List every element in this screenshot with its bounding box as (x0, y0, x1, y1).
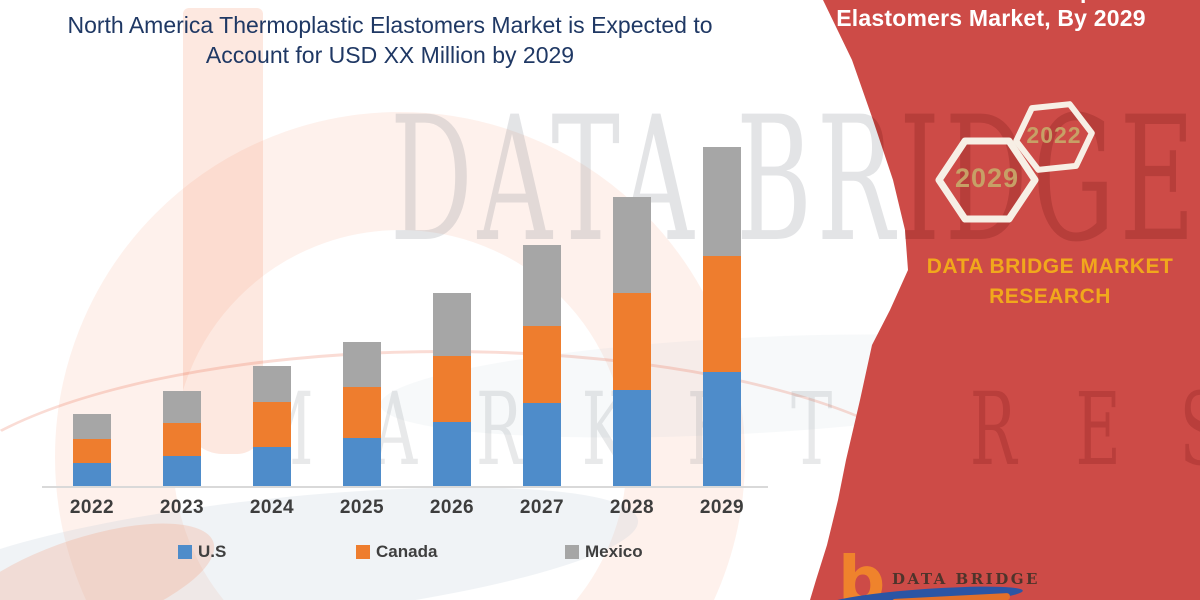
legend-swatch-U.S (178, 545, 192, 559)
dbmr-logo-wordmark: DATA BRIDGE (892, 570, 1040, 588)
brand-name-line2: RESEARCH (989, 285, 1111, 308)
bar-segment-2025-Canada (343, 387, 381, 438)
bar-segment-2029-Mexico (703, 147, 741, 256)
bar-segment-2022-U.S (73, 463, 111, 486)
x-axis-label-2023: 2023 (159, 497, 205, 518)
bar-segment-2022-Mexico (73, 414, 111, 439)
bar-segment-2025-U.S (343, 438, 381, 486)
legend-swatch-Canada (356, 545, 370, 559)
bar-segment-2028-Mexico (613, 197, 651, 293)
x-axis-label-2026: 2026 (429, 497, 475, 518)
x-axis-label-2022: 2022 (69, 497, 115, 518)
bar-segment-2023-Mexico (163, 391, 201, 423)
x-axis-line (42, 486, 768, 488)
legend-item-Canada: Canada (356, 542, 438, 561)
bar-segment-2027-Canada (523, 326, 561, 403)
legend-item-Mexico: Mexico (565, 542, 643, 561)
watermark-text-market-research-on-red: MARKET RESEARCH (250, 371, 1200, 488)
bar-segment-2026-Canada (433, 356, 471, 422)
x-axis-label-2025: 2025 (339, 497, 385, 518)
bar-segment-2024-U.S (253, 447, 291, 486)
bar-segment-2028-Canada (613, 293, 651, 390)
bar-segment-2028-U.S (613, 390, 651, 486)
x-axis-label-2028: 2028 (609, 497, 655, 518)
dbmr-logo-b-icon: b (838, 542, 886, 600)
chart-title: North America Thermoplastic Elastomers M… (40, 10, 740, 70)
bar-segment-2026-U.S (433, 422, 471, 486)
brand-name: DATA BRIDGE MARKET RESEARCH (870, 252, 1200, 312)
bar-segment-2022-Canada (73, 439, 111, 463)
x-axis-label-2027: 2027 (519, 497, 565, 518)
bar-segment-2023-Canada (163, 423, 201, 456)
watermark-red-arc (0, 350, 970, 600)
x-axis-label-2024: 2024 (249, 497, 295, 518)
panel-header-line1-cutoff: North America Thermoplastic (810, 0, 1186, 4)
bar-segment-2027-U.S (523, 403, 561, 486)
bar-segment-2024-Canada (253, 402, 291, 447)
legend-label-Mexico: Mexico (585, 542, 643, 561)
x-axis-label-2029: 2029 (699, 497, 745, 518)
chart-title-line1: North America Thermoplastic Elastomers M… (67, 12, 713, 38)
bar-segment-2029-U.S (703, 372, 741, 486)
brand-name-line1: DATA BRIDGE MARKET (926, 255, 1174, 278)
hexagon-2022-outline (1013, 101, 1095, 173)
legend-label-U.S: U.S (198, 542, 227, 561)
bar-segment-2029-Canada (703, 256, 741, 372)
bar-segment-2025-Mexico (343, 342, 381, 387)
legend-label-Canada: Canada (376, 542, 438, 561)
hexagon-2029-label: 2029 (954, 162, 1020, 193)
bar-segment-2026-Mexico (433, 293, 471, 356)
bar-segment-2024-Mexico (253, 366, 291, 402)
bar-segment-2027-Mexico (523, 245, 561, 326)
legend-item-U.S: U.S (178, 542, 227, 561)
legend-swatch-Mexico (565, 545, 579, 559)
hexagon-2029-outline (935, 137, 1039, 223)
panel-header: North America Thermoplastic Elastomers M… (810, 0, 1186, 32)
chart-title-line2: Account for USD XX Million by 2029 (205, 42, 575, 68)
hexagon-2022-label: 2022 (1026, 121, 1082, 148)
panel-header-line2: Elastomers Market, By 2029 (836, 5, 1146, 31)
bar-segment-2023-U.S (163, 456, 201, 486)
